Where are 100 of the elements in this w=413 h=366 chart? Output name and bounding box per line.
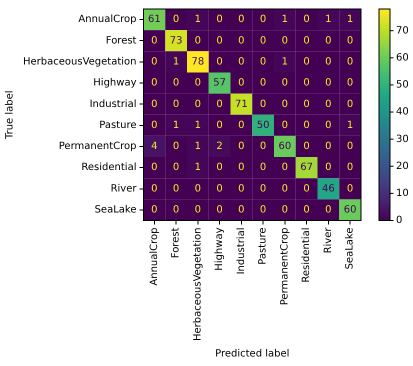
y-tick-label: River <box>110 183 138 194</box>
data-label: 0 <box>346 162 354 174</box>
data-label: 0 <box>325 120 332 131</box>
y-tick-label: Pasture <box>99 120 136 131</box>
data-label: 2 <box>216 141 223 152</box>
data-label: 61 <box>148 14 161 26</box>
data-label: 0 <box>216 98 223 110</box>
data-label: 0 <box>346 98 354 110</box>
y-axis-title: True label <box>4 90 16 140</box>
data-label: 0 <box>303 78 310 89</box>
data-label: 0 <box>260 183 266 194</box>
data-label: 60 <box>344 204 356 216</box>
data-label: 0 <box>238 56 245 68</box>
data-label: 0 <box>238 204 245 216</box>
data-label: 0 <box>151 35 158 46</box>
data-label: 0 <box>282 120 288 131</box>
data-label: 1 <box>346 14 354 26</box>
data-label: 46 <box>322 183 335 194</box>
data-label: 0 <box>238 183 245 194</box>
data-label: 1 <box>194 141 202 152</box>
x-tick-label: Residential <box>301 228 312 283</box>
data-label: 0 <box>325 35 332 46</box>
data-label: 0 <box>282 35 288 46</box>
data-label: 0 <box>325 141 332 152</box>
x-axis-title: Predicted label <box>215 348 290 360</box>
data-label: 1 <box>346 120 354 131</box>
x-tick-label: Highway <box>214 227 226 271</box>
data-label: 0 <box>216 162 223 174</box>
data-label: 0 <box>172 98 180 110</box>
data-label: 0 <box>303 120 310 131</box>
y-tick-label: Forest <box>106 35 137 46</box>
data-label: 0 <box>216 56 223 68</box>
data-label: 0 <box>260 204 266 216</box>
y-tick-label: Residential <box>81 162 136 174</box>
data-label: 0 <box>346 78 354 89</box>
x-tick-label: Forest <box>170 227 182 258</box>
data-label: 0 <box>172 183 180 194</box>
y-tick-label: SeaLake <box>94 204 136 216</box>
data-label: 0 <box>303 14 310 26</box>
data-label: 0 <box>303 141 310 152</box>
data-label: 0 <box>282 78 288 89</box>
data-label: 0 <box>194 78 202 89</box>
data-label: 0 <box>238 14 245 26</box>
data-label: 0 <box>303 35 310 46</box>
data-label: 0 <box>260 14 266 26</box>
data-label: 0 <box>151 56 158 68</box>
y-tick-label: PermanentCrop <box>58 141 136 152</box>
data-label: 0 <box>346 56 354 68</box>
data-label: 0 <box>260 141 266 152</box>
color-bar-label: 40 <box>396 106 409 118</box>
data-label: 0 <box>282 98 288 110</box>
data-label: 50 <box>256 120 270 131</box>
data-label: 57 <box>213 78 226 89</box>
data-label: 0 <box>238 78 245 89</box>
data-label: 0 <box>238 120 245 131</box>
data-label: 0 <box>282 183 288 194</box>
data-label: 78 <box>192 56 204 68</box>
data-label: 0 <box>260 56 266 68</box>
data-label: 0 <box>151 98 158 110</box>
x-tick-label: Industrial <box>236 228 247 274</box>
color-bar-label: 0 <box>396 215 402 226</box>
data-label: 0 <box>260 162 266 174</box>
color-bar-label: 30 <box>396 134 409 145</box>
y-tick-label: AnnualCrop <box>78 14 136 26</box>
y-tick-label: HerbaceousVegetation <box>22 56 136 68</box>
data-label: 1 <box>172 56 180 68</box>
data-label: 0 <box>303 56 310 68</box>
color-bar-label: 60 <box>396 52 409 64</box>
data-label: 0 <box>303 204 310 216</box>
data-label: 0 <box>303 183 310 194</box>
color-bar-label: 10 <box>396 188 409 199</box>
data-label: 0 <box>346 35 354 46</box>
data-label: 0 <box>260 98 266 110</box>
data-label: 0 <box>151 162 158 174</box>
data-label: 0 <box>238 162 245 174</box>
data-label: 0 <box>238 35 245 46</box>
data-label: 0 <box>172 14 180 26</box>
x-tick-label: Pasture <box>258 228 269 265</box>
data-label: 4 <box>151 141 158 152</box>
data-label: 0 <box>325 78 332 89</box>
data-label: 1 <box>282 14 288 26</box>
data-label: 0 <box>151 204 158 216</box>
data-label: 1 <box>172 120 180 131</box>
data-label: 0 <box>216 183 223 194</box>
data-label: 73 <box>170 35 182 46</box>
data-label: 0 <box>260 35 266 46</box>
data-label: 0 <box>346 183 354 194</box>
data-label: 0 <box>346 141 354 152</box>
data-label: 0 <box>325 98 332 110</box>
data-label: 0 <box>282 162 288 174</box>
data-label: 67 <box>300 162 313 174</box>
data-label: 0 <box>151 120 158 131</box>
data-label: 0 <box>151 183 158 194</box>
x-tick-label: River <box>322 226 334 254</box>
data-label: 0 <box>216 35 223 46</box>
data-label: 0 <box>325 162 332 174</box>
data-label: 71 <box>235 98 248 110</box>
color-bar-label: 20 <box>396 160 409 172</box>
y-tick-label: Industrial <box>90 98 136 110</box>
x-tick-label: PermanentCrop <box>279 228 290 306</box>
